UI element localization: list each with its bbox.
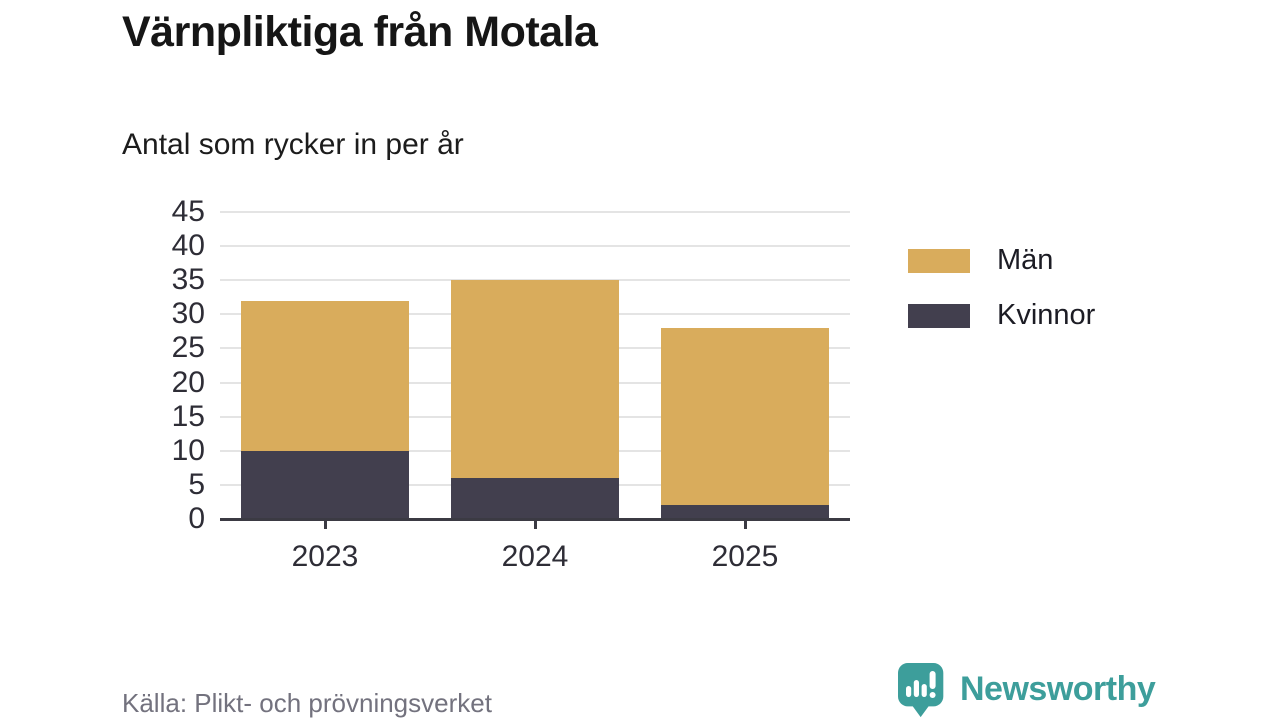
legend-item-män: Män [908,244,1095,277]
bar-2023-män [241,300,409,451]
y-tick-label: 30 [171,297,205,331]
legend-item-kvinnor: Kvinnor [908,299,1095,332]
y-tick-label: 5 [188,467,205,501]
bar-2024-kvinnor [451,478,619,519]
y-tick-label: 40 [171,229,205,263]
x-tick-label: 2023 [291,540,359,573]
bar-2023-kvinnor [241,450,409,519]
x-axis-tick [323,519,327,529]
x-axis-tick [743,519,747,529]
newsworthy-speech-bubble-bar-chart-icon [898,663,944,718]
bar-2025-kvinnor [661,505,829,519]
newsworthy-logo-text: Newsworthy [960,670,1156,708]
gridline-45 [220,211,850,213]
x-tick-label: 2025 [711,540,779,573]
bar-2024-män [451,280,619,479]
legend-swatch [908,248,970,273]
chart-subtitle: Antal som rycker in per år [122,128,464,161]
y-tick-label: 15 [171,399,205,433]
x-tick-label: 2024 [501,540,569,573]
y-tick-label: 0 [188,502,205,535]
newsworthy-logo: Newsworthy [898,663,1156,719]
y-tick-label: 45 [171,195,205,228]
y-tick-label: 25 [171,331,205,365]
y-tick-label: 10 [171,433,205,467]
legend-label: Män [997,244,1054,276]
legend-swatch [908,303,970,328]
x-axis-tick [533,519,537,529]
bar-2025-män [661,327,829,506]
y-tick-label: 35 [171,263,205,297]
y-tick-label: 20 [171,365,205,399]
gridline-40 [220,245,850,248]
legend-label: Kvinnor [997,299,1096,331]
gridline-35 [220,279,850,282]
source-text: Källa: Plikt- och prövningsverket [122,688,492,718]
legend: Män Kvinnor [908,244,1095,354]
plot-area: 0 5 10 15 20 25 30 35 40 45 2023 2024 2025 [172,197,850,573]
chart-title: Värnpliktiga från Motala [122,8,598,56]
